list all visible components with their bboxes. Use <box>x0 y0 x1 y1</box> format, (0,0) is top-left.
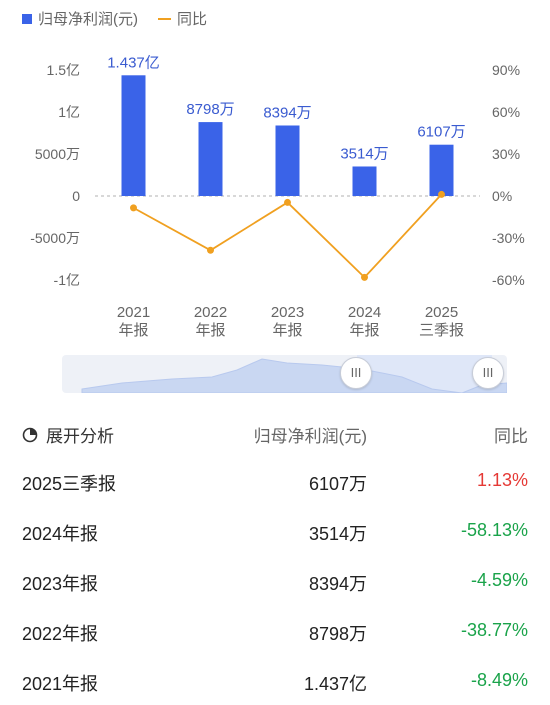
y-right-tick-label: 60% <box>492 104 520 120</box>
y-left-tick-label: 1亿 <box>58 104 80 120</box>
legend-yoy-label: 同比 <box>177 11 208 28</box>
x-tick-year: 2023 <box>271 304 304 321</box>
expand-analysis-button[interactable]: 展开分析 <box>22 422 114 447</box>
y-right-tick-label: 30% <box>492 146 520 162</box>
yoy-point <box>284 198 291 206</box>
profit-chart: 1.5亿 1亿 5000万 0 -5000万 -1亿 90% 60% 30% 0% -30% -60%… <box>30 54 525 339</box>
profit-cell: 8394万 <box>308 574 367 594</box>
yoy-cell: 1.13% <box>476 470 528 490</box>
period-cell: 2022年报 <box>22 624 99 644</box>
bar-value-label: 1.437亿 <box>107 54 160 71</box>
range-slider[interactable]: III III <box>62 355 507 393</box>
table-row[interactable]: 2023年报 8394万 -4.59% <box>0 562 550 602</box>
period-cell: 2023年报 <box>22 574 99 594</box>
line-swatch-icon <box>158 17 171 20</box>
profit-cell: 3514万 <box>308 524 367 544</box>
profit-cell: 6107万 <box>308 474 367 494</box>
bar-2023 <box>275 125 300 196</box>
x-tick-period: 年报 <box>272 322 302 339</box>
y-right-tick-label: -60% <box>492 272 525 288</box>
x-tick-period: 年报 <box>195 322 225 339</box>
bar-2022 <box>198 122 223 196</box>
x-tick-period: 三季报 <box>419 322 464 339</box>
table-row[interactable]: 2024年报 3514万 -58.13% <box>0 512 550 552</box>
y-right-tick-label: 90% <box>492 62 520 78</box>
x-tick-year: 2021 <box>117 304 150 321</box>
y-right-tick-label: -30% <box>492 230 525 246</box>
y-left-tick-label: 0 <box>72 188 80 204</box>
pie-chart-icon <box>22 427 38 442</box>
table-row[interactable]: 2021年报 1.437亿 -8.49% <box>0 662 550 702</box>
x-tick-period: 年报 <box>118 322 148 339</box>
bar-2024 <box>352 166 377 196</box>
yoy-point <box>438 190 445 198</box>
bar-2025 <box>429 144 454 196</box>
slider-right-handle[interactable]: III <box>472 357 504 389</box>
y-left-tick-label: -5000万 <box>30 230 80 246</box>
bar-value-label: 8798万 <box>186 101 234 118</box>
x-tick-period: 年报 <box>349 322 379 339</box>
profit-column-header: 归母净利润(元) <box>253 427 367 446</box>
yoy-cell: -38.77% <box>460 620 528 640</box>
y-left-tick-label: 1.5亿 <box>47 62 80 78</box>
y-left-tick-label: 5000万 <box>35 146 80 162</box>
y-right-tick-label: 0% <box>492 188 512 204</box>
legend-profit-label: 归母净利润(元) <box>38 11 138 28</box>
legend-item-profit[interactable]: 归母净利润(元) <box>22 8 138 29</box>
bar-value-label: 6107万 <box>417 124 465 141</box>
bar-value-label: 8394万 <box>263 104 311 121</box>
period-cell: 2021年报 <box>22 674 99 694</box>
yoy-cell: -58.13% <box>460 520 528 540</box>
yoy-cell: -4.59% <box>470 570 528 590</box>
profit-cell: 8798万 <box>308 624 367 644</box>
period-cell: 2025三季报 <box>22 474 117 494</box>
table-row[interactable]: 2025三季报 6107万 1.13% <box>0 462 550 502</box>
bar-2021 <box>121 75 146 196</box>
table-header: 展开分析 归母净利润(元) 同比 <box>0 418 550 448</box>
bar-swatch-icon <box>22 13 32 24</box>
profit-cell: 1.437亿 <box>303 674 367 694</box>
slider-preview-area <box>81 358 507 393</box>
legend-item-yoy[interactable]: 同比 <box>158 8 207 29</box>
yoy-line <box>133 193 443 279</box>
yoy-point <box>207 246 214 254</box>
x-tick-year: 2025 <box>425 304 458 321</box>
yoy-cell: -8.49% <box>470 670 528 690</box>
yoy-point <box>130 204 137 212</box>
x-tick-year: 2024 <box>348 304 381 321</box>
bar-value-label: 3514万 <box>340 145 388 162</box>
table-row[interactable]: 2022年报 8798万 -38.77% <box>0 612 550 652</box>
x-tick-year: 2022 <box>194 304 227 321</box>
expand-analysis-label: 展开分析 <box>46 427 114 446</box>
y-left-tick-label: -1亿 <box>54 272 80 288</box>
yoy-point <box>361 273 368 281</box>
yoy-column-header: 同比 <box>494 427 528 446</box>
chart-legend: 归母净利润(元) 同比 <box>22 8 227 29</box>
period-cell: 2024年报 <box>22 524 99 544</box>
slider-left-handle[interactable]: III <box>340 357 372 389</box>
